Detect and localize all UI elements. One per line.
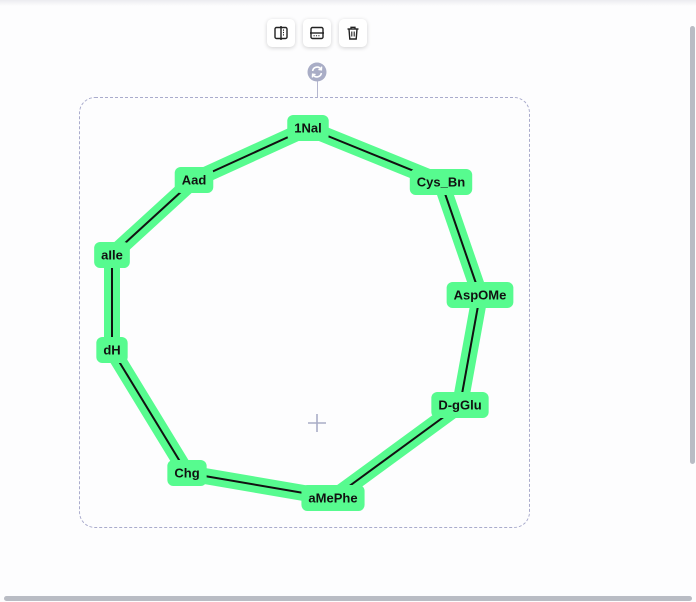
monomer-node[interactable]: aMePhe: [301, 485, 365, 511]
monomer-label: Aad: [182, 173, 207, 188]
peptide-bond-3[interactable]: [332, 404, 461, 499]
monomer-box: [174, 167, 214, 193]
flip-horizontal-icon: [274, 26, 288, 40]
monomer-node[interactable]: Aad: [174, 167, 214, 193]
rotate-handle[interactable]: [307, 62, 327, 82]
delete-button[interactable]: [339, 19, 367, 47]
monomer-box: [167, 460, 207, 486]
monomer-label: Cys_Bn: [417, 175, 465, 190]
node-layer: 1Nal Cys_Bn AspOMe D-gGlu aMePhe Chg dH aIle Aad: [94, 115, 514, 511]
flip-horizontal-button[interactable]: [267, 19, 295, 47]
monomer-label: aMePhe: [308, 491, 357, 506]
monomer-node[interactable]: aIle: [94, 242, 130, 268]
monomer-label: D-gGlu: [438, 398, 481, 413]
plus-icon: [308, 414, 326, 432]
monomer-node[interactable]: Chg: [167, 460, 207, 486]
peptide-bond-2[interactable]: [459, 294, 481, 406]
monomer-box: [96, 337, 128, 363]
rotate-icon: [307, 62, 327, 82]
monomer-box: [301, 485, 365, 511]
monomer-label: aIle: [101, 248, 123, 263]
monomer-node[interactable]: dH: [96, 337, 128, 363]
trash-icon: [347, 26, 359, 40]
monomer-label: 1Nal: [294, 121, 321, 136]
monomer-box: [94, 242, 130, 268]
horizontal-scrollbar[interactable]: [4, 596, 692, 601]
monomer-node[interactable]: Cys_Bn: [409, 169, 473, 195]
monomer-box: [446, 282, 514, 308]
flip-vertical-icon: [310, 26, 324, 40]
flip-vertical-button[interactable]: [303, 19, 331, 47]
rotate-handle-stem: [317, 81, 318, 97]
selection-bounding-box[interactable]: [79, 97, 530, 528]
monomer-node[interactable]: AspOMe: [446, 282, 514, 308]
monomer-node[interactable]: D-gGlu: [431, 392, 489, 418]
monomer-box: [287, 115, 329, 141]
top-edge-shadow: [0, 0, 696, 6]
vertical-scrollbar[interactable]: [690, 26, 695, 464]
monomer-label: dH: [103, 343, 120, 358]
monomer-label: Chg: [174, 466, 199, 481]
monomer-box: [409, 169, 473, 195]
monomer-label: AspOMe: [454, 288, 507, 303]
monomer-node[interactable]: 1Nal: [287, 115, 329, 141]
peptide-bond-1[interactable]: [440, 181, 481, 296]
peptide-bond-5[interactable]: [111, 349, 188, 474]
monomer-box: [431, 392, 489, 418]
